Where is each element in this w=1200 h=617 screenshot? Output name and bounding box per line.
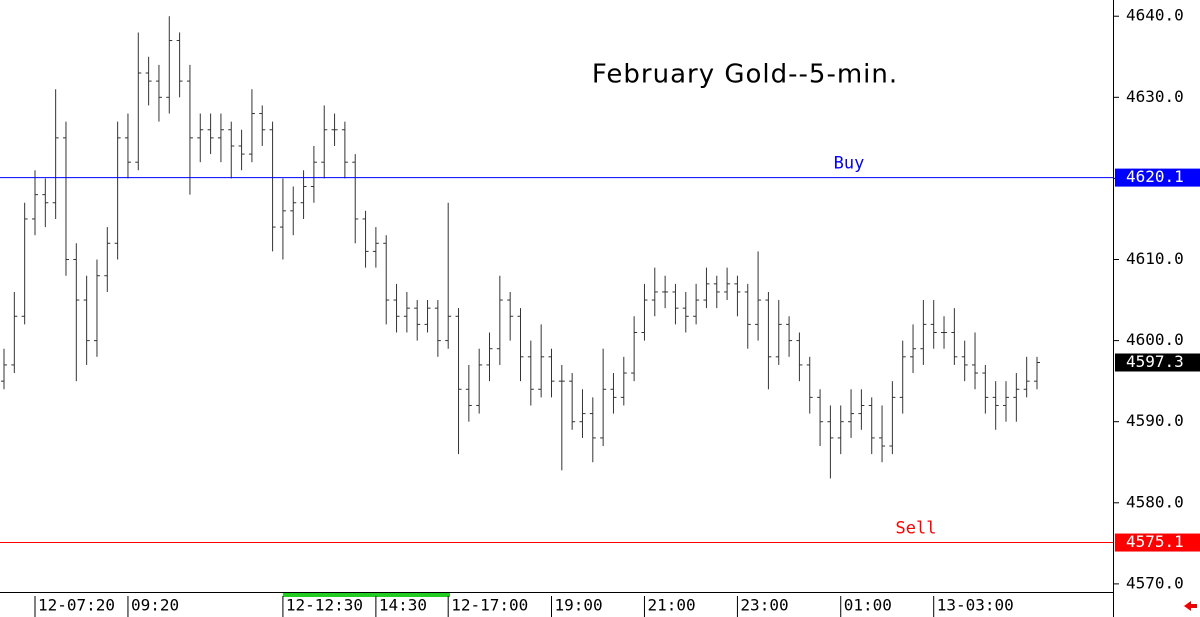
level-label: Buy bbox=[834, 154, 865, 174]
x-tick-label: 21:00 bbox=[647, 596, 695, 615]
x-tick-label: 13-03:00 bbox=[937, 596, 1014, 615]
level-label: Sell bbox=[896, 519, 937, 539]
x-tick-label: 19:00 bbox=[554, 596, 602, 615]
x-tick-label: 14:30 bbox=[379, 596, 427, 615]
price-tag-label: 4575.1 bbox=[1126, 532, 1184, 551]
price-tag bbox=[1115, 168, 1200, 187]
price-tag bbox=[1115, 533, 1200, 552]
scroll-arrow[interactable] bbox=[1184, 601, 1197, 611]
y-tick-label: 4630.0 bbox=[1126, 87, 1184, 106]
y-tick-label: 4590.0 bbox=[1126, 411, 1184, 430]
chart-title: February Gold--5-min. bbox=[592, 60, 898, 90]
session-marker bbox=[283, 593, 450, 597]
y-tick-label: 4570.0 bbox=[1126, 573, 1184, 592]
last-price-label: 4597.3 bbox=[1126, 352, 1184, 371]
x-tick-label: 09:20 bbox=[131, 596, 179, 615]
x-tick-label: 23:00 bbox=[740, 596, 788, 615]
y-tick-label: 4610.0 bbox=[1126, 249, 1184, 268]
x-tick-label: 12-17:00 bbox=[451, 596, 528, 615]
x-tick-label: 12-07:20 bbox=[38, 596, 115, 615]
last-price-tag bbox=[1115, 353, 1200, 372]
y-tick-label: 4600.0 bbox=[1126, 330, 1184, 349]
x-tick-label: 01:00 bbox=[844, 596, 892, 615]
y-tick-label: 4580.0 bbox=[1126, 492, 1184, 511]
x-tick-label: 12-12:30 bbox=[286, 596, 363, 615]
price-tag-label: 4620.1 bbox=[1126, 167, 1184, 186]
y-tick-label: 4640.0 bbox=[1126, 6, 1184, 25]
